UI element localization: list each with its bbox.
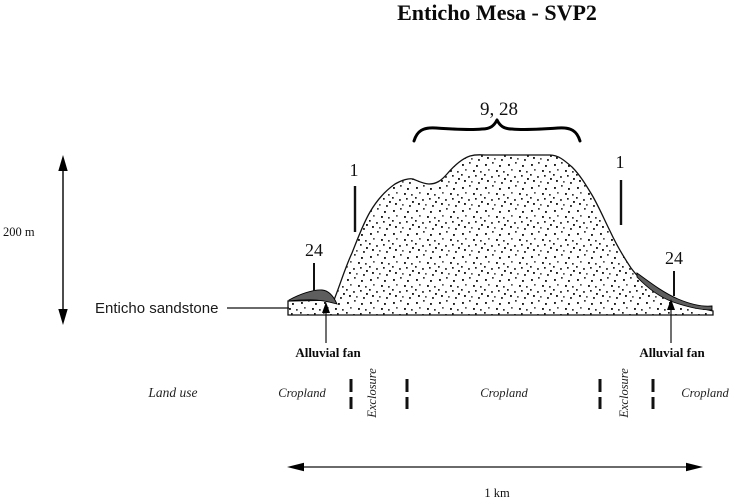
land-use-zone-cropland-right: Cropland [681, 386, 729, 400]
site-1-right-label: 1 [616, 152, 625, 172]
figure-title: Enticho Mesa - SVP2 [397, 0, 597, 25]
alluvial-fan-right-label: Alluvial fan [639, 345, 705, 360]
site-24-left-label: 24 [305, 240, 323, 260]
land-use-row-label: Land use [147, 385, 197, 400]
site-1-left-label: 1 [350, 160, 359, 180]
plateau-sites-label: 9, 28 [480, 99, 518, 120]
horizontal-scale-arrow [287, 462, 703, 472]
site-24-right-label: 24 [665, 248, 683, 268]
land-use-zone-cropland-left: Cropland [278, 386, 326, 400]
alluvial-fan-left-arrow [322, 302, 330, 343]
alluvial-fan-right-arrow [667, 299, 675, 343]
horizontal-scale-label: 1 km [484, 486, 510, 499]
overbrace [412, 118, 582, 143]
sandstone-label: Enticho sandstone [95, 300, 218, 317]
vertical-scale-label: 200 m [3, 225, 35, 239]
land-use-zone-exclosure-left: Exclosure [365, 368, 379, 419]
alluvial-fan-left-label: Alluvial fan [295, 345, 361, 360]
vertical-scale-arrow [58, 155, 68, 325]
land-use-zone-exclosure-right: Exclosure [617, 368, 631, 419]
alluvial-fan-right-shape [636, 272, 713, 311]
land-use-zone-cropland-middle: Cropland [480, 386, 528, 400]
